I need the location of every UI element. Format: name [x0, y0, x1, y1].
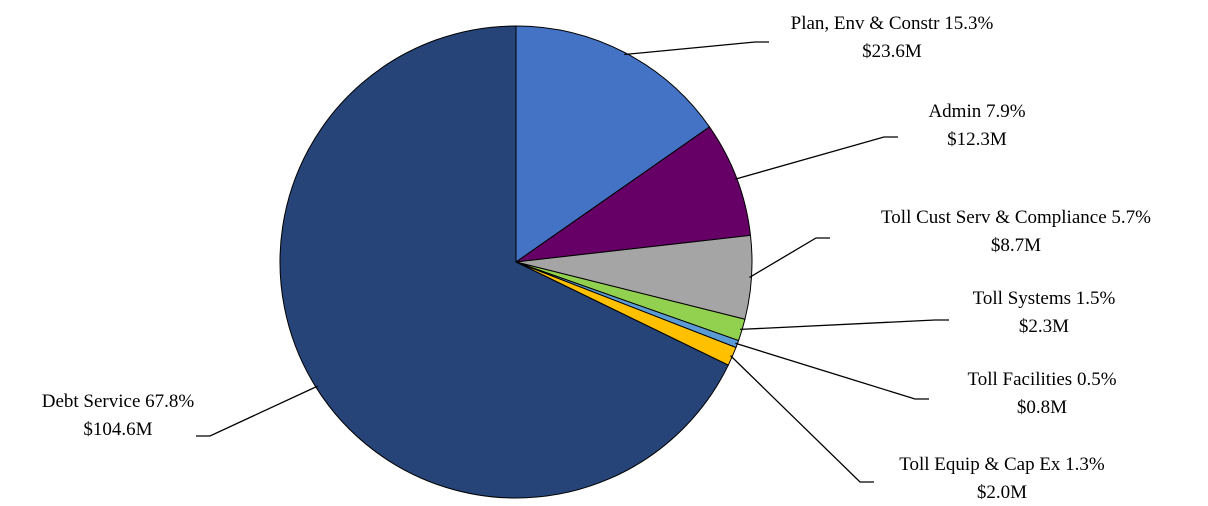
pie-labels: Plan, Env & Constr 15.3% $23.6M Admin 7.9%… — [42, 13, 1151, 503]
data-label-toll-equip-cap-ex: Toll Equip & Cap Ex 1.3% — [899, 454, 1105, 475]
data-amount-toll-equip-cap-ex: $2.0M — [977, 482, 1027, 503]
data-amount-admin: $12.3M — [947, 129, 1007, 150]
data-label-admin: Admin 7.9% — [928, 101, 1025, 122]
data-label-plan-env-constr: Plan, Env & Constr 15.3% — [791, 13, 994, 34]
leader-line-debt-service — [196, 385, 318, 437]
data-label-debt-service: Debt Service 67.8% — [42, 391, 195, 412]
data-label-toll-facilities: Toll Facilities 0.5% — [967, 369, 1116, 390]
pie-slice-plan-env-constr — [515, 25, 711, 263]
data-amount-toll-facilities: $0.8M — [1017, 397, 1067, 418]
leader-line-toll-cust-serv-compliance — [749, 237, 830, 278]
pie-slices — [279, 25, 753, 499]
data-amount-toll-cust-serv-compliance: $8.7M — [991, 235, 1041, 256]
leader-line-plan-env-constr — [624, 41, 769, 56]
leader-line-toll-systems — [740, 319, 949, 331]
data-label-toll-cust-serv-compliance: Toll Cust Serv & Compliance 5.7% — [881, 207, 1151, 228]
leader-line-admin — [734, 136, 898, 180]
leader-line-toll-facilities — [735, 342, 929, 400]
leader-line-toll-equip-cap-ex — [730, 355, 874, 483]
data-amount-toll-systems: $2.3M — [1019, 316, 1069, 337]
data-label-toll-systems: Toll Systems 1.5% — [973, 288, 1116, 309]
data-amount-plan-env-constr: $23.6M — [862, 41, 922, 62]
data-amount-debt-service: $104.6M — [83, 419, 152, 440]
